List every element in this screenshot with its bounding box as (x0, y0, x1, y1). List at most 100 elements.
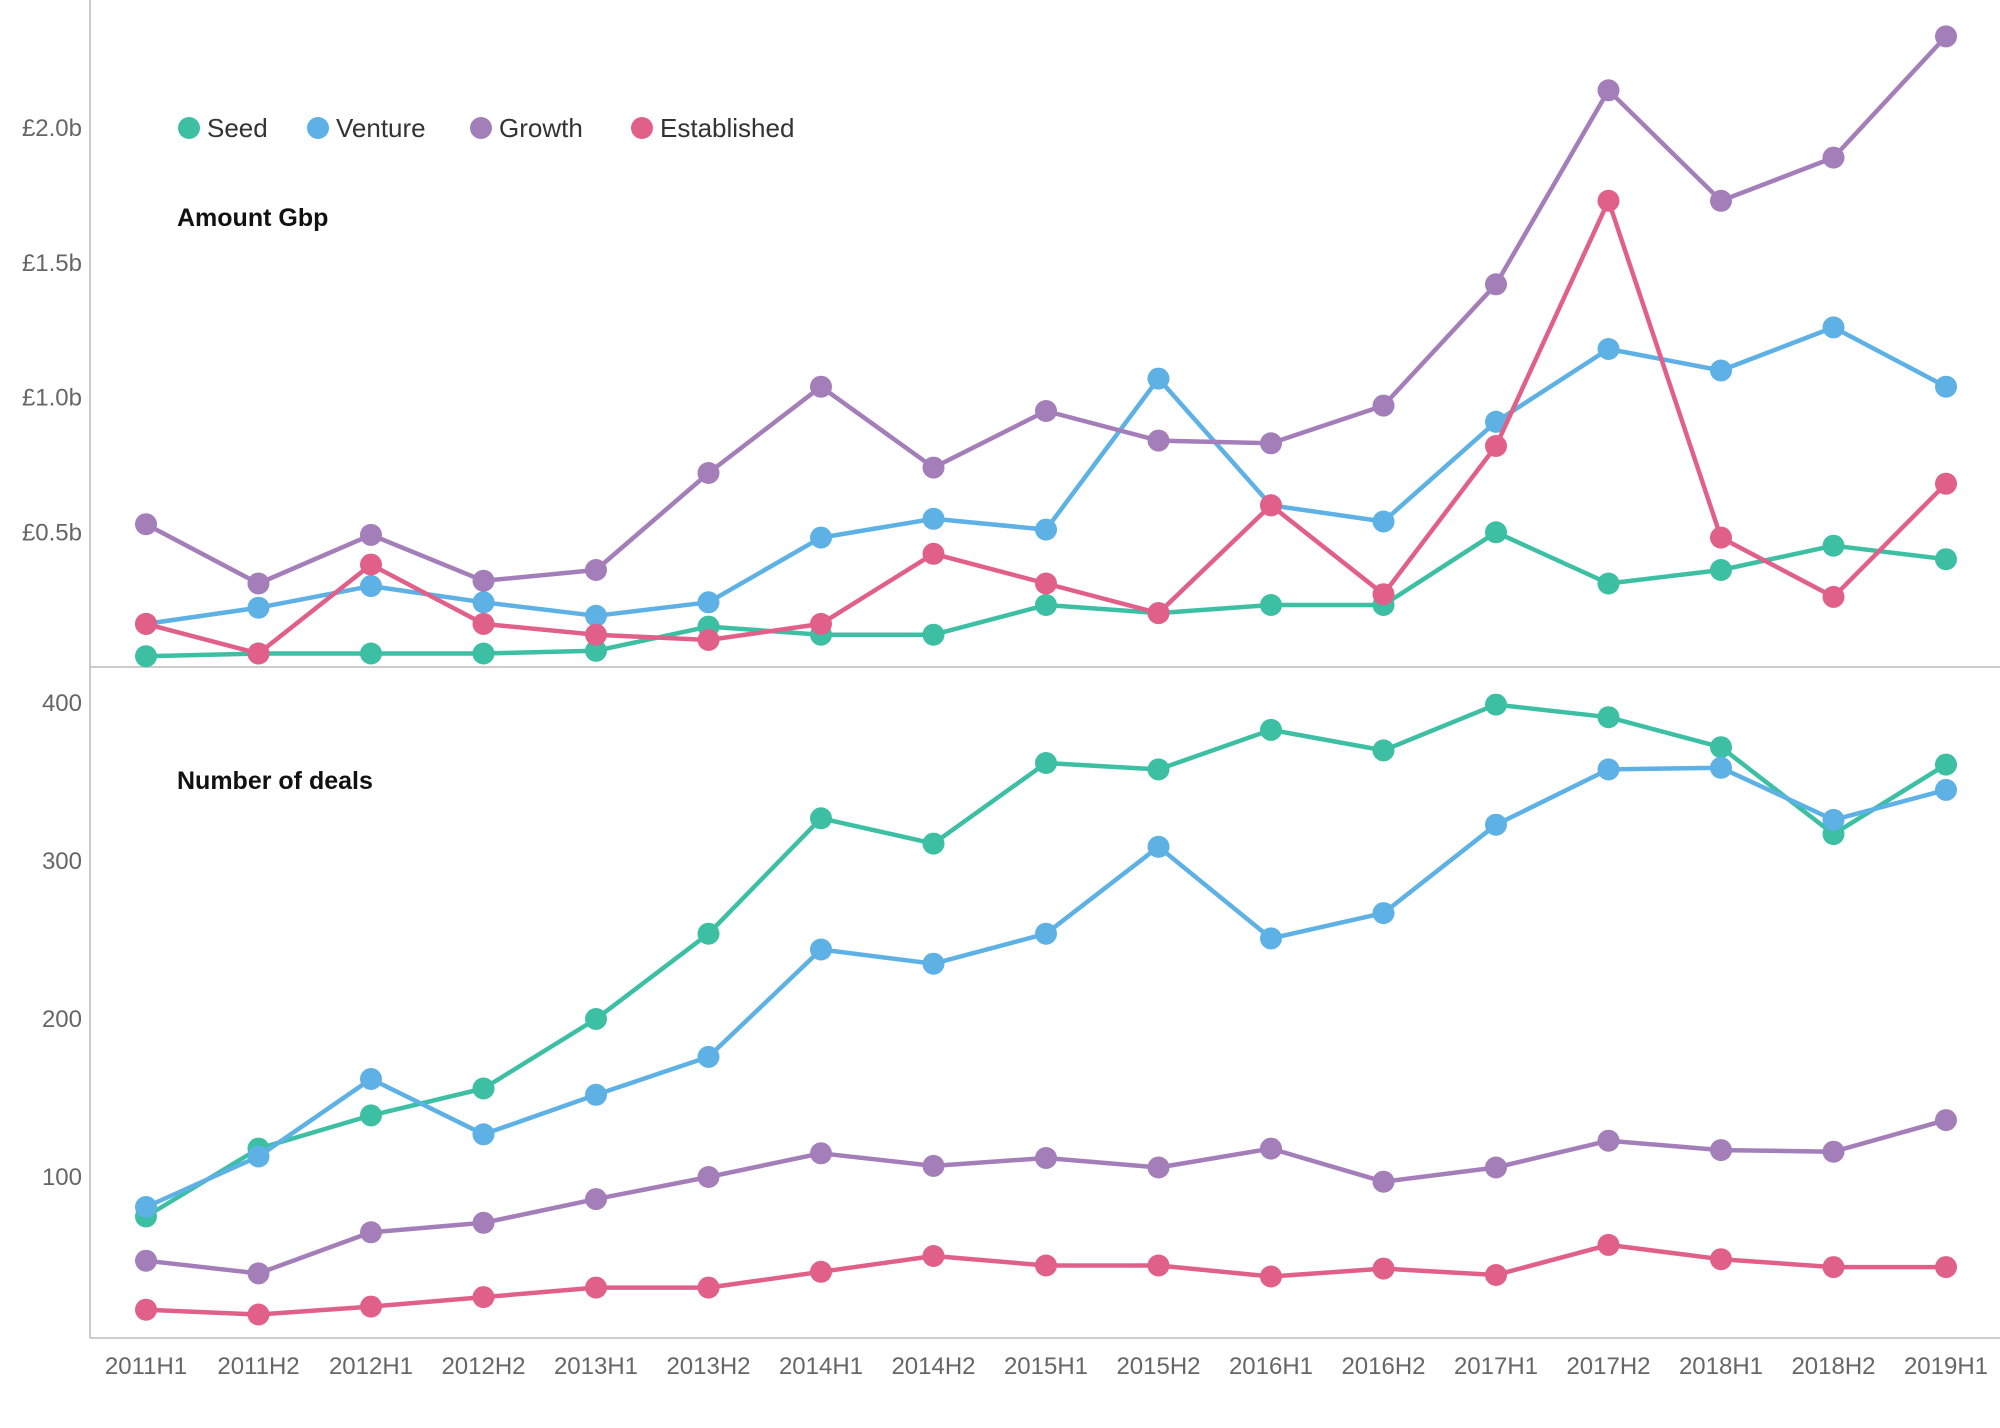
point-deals-growth-2011H2[interactable] (247, 1262, 270, 1285)
point-deals-growth-2019H1[interactable] (1935, 1109, 1957, 1132)
point-amount-venture-2012H1[interactable] (360, 575, 382, 598)
point-amount-established-2012H2[interactable] (472, 612, 495, 635)
point-deals-venture-2012H2[interactable] (472, 1123, 495, 1146)
point-deals-established-2015H1[interactable] (1035, 1254, 1057, 1277)
point-amount-established-2011H1[interactable] (135, 612, 157, 635)
point-amount-growth-2011H2[interactable] (247, 572, 270, 595)
point-amount-venture-2013H1[interactable] (585, 604, 607, 627)
point-deals-growth-2014H2[interactable] (922, 1154, 945, 1177)
point-deals-established-2013H1[interactable] (585, 1276, 607, 1299)
point-deals-established-2018H1[interactable] (1710, 1248, 1732, 1271)
point-deals-venture-2019H1[interactable] (1935, 778, 1957, 801)
point-amount-venture-2017H2[interactable] (1597, 338, 1620, 360)
point-amount-growth-2016H1[interactable] (1260, 432, 1282, 455)
point-amount-venture-2017H1[interactable] (1485, 410, 1507, 433)
point-deals-established-2014H1[interactable] (810, 1260, 832, 1283)
point-deals-established-2012H1[interactable] (360, 1295, 382, 1318)
point-deals-seed-2012H2[interactable] (472, 1077, 495, 1100)
point-deals-growth-2015H1[interactable] (1035, 1147, 1057, 1169)
point-amount-seed-2011H1[interactable] (135, 645, 157, 668)
point-amount-seed-2017H1[interactable] (1485, 521, 1507, 544)
point-deals-venture-2016H1[interactable] (1260, 927, 1282, 950)
point-deals-venture-2018H2[interactable] (1822, 808, 1845, 831)
point-amount-seed-2012H2[interactable] (472, 642, 495, 665)
point-amount-established-2013H2[interactable] (697, 629, 720, 651)
point-amount-venture-2014H2[interactable] (922, 507, 945, 530)
point-deals-established-2019H1[interactable] (1935, 1256, 1957, 1279)
point-amount-venture-2012H2[interactable] (472, 591, 495, 614)
point-amount-established-2011H2[interactable] (247, 642, 270, 665)
point-amount-venture-2015H1[interactable] (1035, 518, 1057, 541)
point-amount-established-2016H2[interactable] (1372, 583, 1395, 606)
point-amount-growth-2012H1[interactable] (360, 523, 382, 546)
point-deals-seed-2015H2[interactable] (1147, 758, 1170, 781)
point-amount-established-2013H1[interactable] (585, 623, 607, 646)
point-deals-seed-2016H1[interactable] (1260, 718, 1282, 741)
point-amount-seed-2018H1[interactable] (1710, 559, 1732, 581)
point-deals-established-2012H2[interactable] (472, 1286, 495, 1309)
point-amount-seed-2019H1[interactable] (1935, 548, 1957, 571)
point-deals-growth-2017H1[interactable] (1485, 1156, 1507, 1179)
point-amount-growth-2015H2[interactable] (1147, 429, 1170, 452)
point-amount-growth-2017H1[interactable] (1485, 273, 1507, 296)
point-amount-established-2015H1[interactable] (1035, 572, 1057, 595)
point-deals-growth-2017H2[interactable] (1597, 1129, 1620, 1152)
point-deals-established-2016H2[interactable] (1372, 1257, 1395, 1280)
point-amount-established-2015H2[interactable] (1147, 602, 1170, 625)
point-amount-growth-2018H2[interactable] (1822, 146, 1845, 169)
point-amount-established-2019H1[interactable] (1935, 472, 1957, 495)
point-deals-seed-2014H1[interactable] (810, 807, 832, 830)
point-amount-venture-2014H1[interactable] (810, 526, 832, 549)
point-deals-established-2015H2[interactable] (1147, 1254, 1170, 1277)
point-amount-venture-2013H2[interactable] (697, 591, 720, 614)
point-amount-seed-2018H2[interactable] (1822, 534, 1845, 557)
point-amount-established-2018H2[interactable] (1822, 585, 1845, 608)
point-deals-established-2017H1[interactable] (1485, 1264, 1507, 1286)
point-deals-venture-2015H1[interactable] (1035, 922, 1057, 945)
point-deals-established-2011H1[interactable] (135, 1298, 157, 1321)
point-amount-established-2018H1[interactable] (1710, 526, 1732, 549)
point-deals-seed-2016H2[interactable] (1372, 739, 1395, 762)
point-amount-established-2012H1[interactable] (360, 553, 382, 576)
point-deals-venture-2016H2[interactable] (1372, 902, 1395, 925)
point-deals-established-2013H2[interactable] (697, 1276, 720, 1299)
point-deals-venture-2015H2[interactable] (1147, 835, 1170, 858)
point-amount-established-2014H2[interactable] (922, 542, 945, 565)
point-deals-growth-2016H1[interactable] (1260, 1137, 1282, 1160)
point-amount-established-2017H2[interactable] (1597, 189, 1620, 212)
point-deals-venture-2014H2[interactable] (922, 952, 945, 975)
point-deals-growth-2016H2[interactable] (1372, 1170, 1395, 1193)
point-amount-seed-2014H2[interactable] (922, 623, 945, 646)
point-amount-growth-2019H1[interactable] (1935, 25, 1957, 48)
point-deals-seed-2014H2[interactable] (922, 832, 945, 855)
point-amount-seed-2012H1[interactable] (360, 642, 382, 665)
point-deals-established-2018H2[interactable] (1822, 1256, 1845, 1279)
point-deals-growth-2018H2[interactable] (1822, 1140, 1845, 1163)
point-deals-venture-2018H1[interactable] (1710, 756, 1732, 779)
point-amount-growth-2014H2[interactable] (922, 456, 945, 479)
point-amount-growth-2018H1[interactable] (1710, 189, 1732, 212)
point-deals-growth-2013H1[interactable] (585, 1188, 607, 1211)
point-amount-seed-2017H2[interactable] (1597, 572, 1620, 595)
point-deals-venture-2017H2[interactable] (1597, 758, 1620, 781)
point-deals-established-2017H2[interactable] (1597, 1233, 1620, 1256)
point-deals-seed-2012H1[interactable] (360, 1104, 382, 1127)
point-deals-growth-2018H1[interactable] (1710, 1139, 1732, 1162)
point-amount-growth-2015H1[interactable] (1035, 400, 1057, 422)
point-deals-venture-2012H1[interactable] (360, 1068, 382, 1090)
point-amount-seed-2013H1[interactable] (585, 639, 607, 662)
point-deals-venture-2011H2[interactable] (247, 1145, 270, 1168)
point-deals-established-2014H2[interactable] (922, 1245, 945, 1267)
point-amount-venture-2019H1[interactable] (1935, 375, 1957, 398)
point-deals-growth-2015H2[interactable] (1147, 1156, 1170, 1179)
point-amount-venture-2011H2[interactable] (247, 596, 270, 619)
point-amount-established-2017H1[interactable] (1485, 435, 1507, 457)
point-deals-established-2016H1[interactable] (1260, 1265, 1282, 1288)
point-deals-growth-2014H1[interactable] (810, 1142, 832, 1165)
point-deals-venture-2013H2[interactable] (697, 1045, 720, 1068)
point-amount-venture-2018H2[interactable] (1822, 316, 1845, 339)
point-deals-venture-2011H1[interactable] (135, 1196, 157, 1218)
point-deals-seed-2013H1[interactable] (585, 1008, 607, 1030)
point-amount-established-2014H1[interactable] (810, 612, 832, 635)
point-deals-seed-2015H1[interactable] (1035, 752, 1057, 774)
